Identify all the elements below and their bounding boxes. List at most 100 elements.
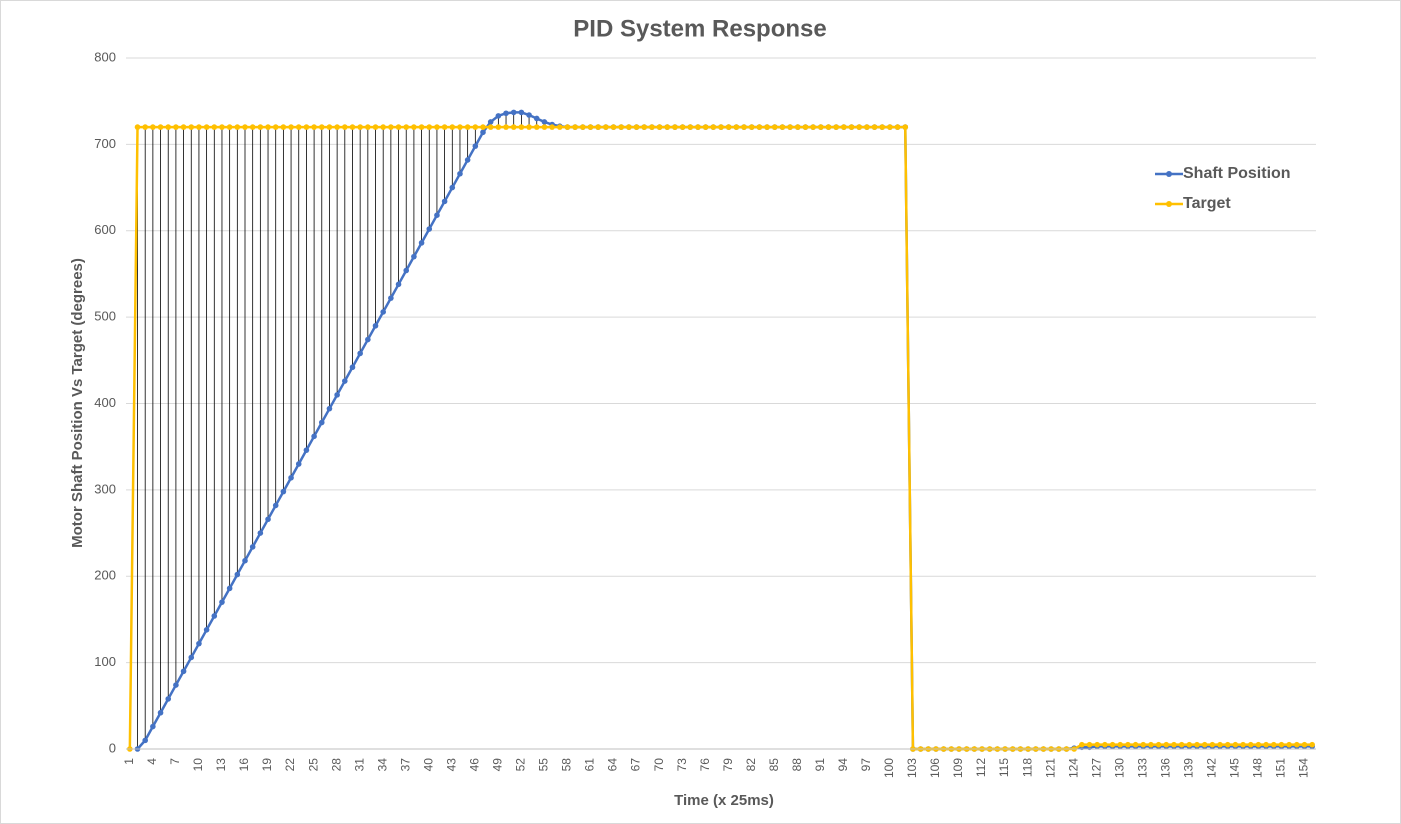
data-point [234,571,241,578]
data-point [418,240,425,246]
data-point [679,124,686,130]
data-point [1247,741,1254,748]
data-point [1094,741,1100,748]
x-tick-label: 82 [744,758,758,772]
x-tick-label: 121 [1043,758,1057,778]
data-point [165,124,172,130]
data-point [165,696,172,702]
data-point [234,124,241,130]
data-point [326,405,333,412]
data-point [510,124,517,130]
x-axis-title: Time (x 25ms) [674,792,774,809]
x-tick-label: 52 [514,758,528,772]
x-tick-label: 10 [191,758,205,772]
data-point [518,109,525,116]
data-point [1232,741,1239,748]
data-point [533,115,540,122]
data-point [556,124,563,130]
data-point [326,124,333,130]
data-point [833,124,839,130]
legend-label: Shaft Position [1183,165,1291,182]
x-tick-label: 118 [1020,758,1034,777]
data-point [1209,741,1216,748]
data-point [365,124,371,130]
data-point [464,157,471,163]
data-point [649,124,655,130]
data-point [1309,741,1315,748]
data-point [1278,741,1285,748]
data-point [257,124,264,130]
x-tick-label: 73 [675,758,689,772]
data-point [756,124,763,130]
data-point [134,124,141,130]
data-point [480,129,486,136]
data-point [288,124,294,130]
data-point [196,640,202,647]
data-point [480,124,486,130]
data-point [242,557,248,564]
data-point [802,124,809,130]
data-point [280,124,287,130]
data-point [1194,741,1200,748]
data-point [441,124,448,130]
x-tick-label: 145 [1228,758,1242,778]
x-tick-label: 31 [352,758,366,772]
data-point [718,124,724,130]
data-point [787,124,793,130]
data-point [249,544,256,550]
x-tick-label: 61 [583,758,597,772]
x-tick-label: 100 [882,758,896,778]
data-point [526,124,532,130]
data-point [219,124,225,130]
data-point [295,124,302,130]
data-point [1270,741,1277,748]
data-point [472,143,479,149]
data-point [487,119,494,125]
x-tick-label: 88 [790,758,804,772]
data-point [510,109,517,116]
data-point [748,124,755,130]
data-point [580,124,586,130]
x-tick-label: 142 [1205,758,1219,778]
data-point [902,124,909,130]
x-tick-label: 112 [974,758,988,777]
data-point [848,124,855,130]
data-point [449,184,456,191]
legend-marker [1166,171,1172,177]
data-point [434,124,440,130]
x-tick-label: 34 [375,758,389,772]
data-point [794,124,801,130]
data-point [1240,741,1246,748]
x-tick-label: 109 [951,758,965,778]
data-point [357,124,363,130]
data-point [372,124,379,130]
x-tick-label: 43 [444,758,458,772]
data-point [403,267,410,274]
data-point [1140,741,1147,748]
data-point [249,124,256,130]
data-point [403,124,410,130]
x-tick-label: 1 [122,758,136,765]
x-tick-label: 28 [329,758,343,772]
data-point [879,124,886,130]
x-tick-label: 148 [1251,758,1265,778]
data-point [203,124,210,130]
data-point [618,124,624,130]
y-tick-label: 100 [94,654,116,669]
data-point [841,124,847,130]
x-tick-label: 79 [721,758,735,772]
data-point [311,124,317,130]
data-point [365,336,371,343]
chart-title: PID System Response [573,15,826,42]
data-point [672,124,678,130]
data-point [411,124,417,130]
data-point [664,124,671,130]
data-point [242,124,248,130]
data-point [825,124,832,130]
data-point [188,654,195,661]
data-point [173,124,179,130]
data-point [295,461,302,467]
x-tick-label: 133 [1135,758,1149,778]
x-tick-label: 25 [306,758,320,772]
